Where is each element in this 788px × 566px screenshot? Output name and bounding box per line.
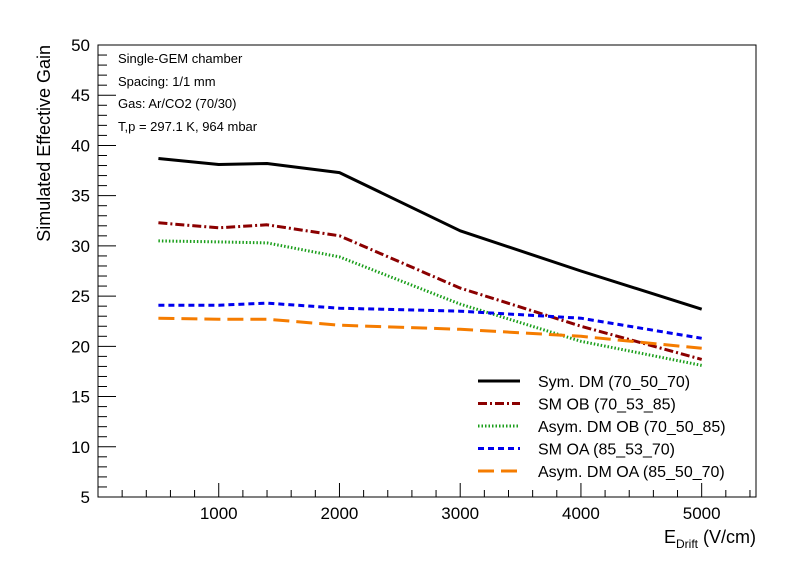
series-line-3 bbox=[158, 239, 702, 367]
y-tick-label: 35 bbox=[71, 187, 90, 206]
annotation-line: T,p = 297.1 K, 964 mbar bbox=[118, 119, 258, 134]
y-tick-label: 15 bbox=[71, 388, 90, 407]
plot-frame bbox=[97, 44, 757, 498]
series-line-5 bbox=[158, 316, 702, 350]
x-axis-label-unit: (V/cm) bbox=[698, 527, 756, 547]
annotation-line: Single-GEM chamber bbox=[118, 51, 243, 66]
y-tick-label: 10 bbox=[71, 438, 90, 457]
x-tick-label: 4000 bbox=[562, 504, 600, 523]
x-tick-label: 5000 bbox=[683, 504, 721, 523]
x-tick-label: 1000 bbox=[200, 504, 238, 523]
series-layer bbox=[158, 157, 703, 367]
y-tick-label: 5 bbox=[81, 488, 90, 507]
series-line-2 bbox=[158, 221, 703, 361]
y-tick-label: 30 bbox=[71, 237, 90, 256]
y-tick-label: 25 bbox=[71, 287, 90, 306]
series-line-1 bbox=[158, 157, 703, 311]
legend: Sym. DM (70_50_70) SM OB (70_53_85) Asym. … bbox=[478, 374, 726, 481]
legend-entry-label: Sym. DM (70_50_70) bbox=[538, 374, 690, 391]
legend-entry-label: SM OB (70_53_85) bbox=[538, 397, 676, 414]
x-axis-label-main: E bbox=[664, 527, 676, 547]
x-axis-label-subscript: Drift bbox=[676, 537, 699, 551]
x-tick-label: 2000 bbox=[321, 504, 359, 523]
x-axis-label: EDrift (V/cm) bbox=[664, 527, 756, 551]
legend-entry-label: Asym. DM OA (85_50_70) bbox=[538, 464, 725, 481]
y-tick-label: 45 bbox=[71, 86, 90, 105]
x-tick-label: 3000 bbox=[441, 504, 479, 523]
y-axis-label: Simulated Effective Gain bbox=[34, 45, 54, 242]
y-tick-label: 50 bbox=[71, 36, 90, 55]
annotation-line: Spacing: 1/1 mm bbox=[118, 74, 216, 89]
y-tick-label: 20 bbox=[71, 337, 90, 356]
legend-entry-label: SM OA (85_53_70) bbox=[538, 442, 675, 459]
series-line-4 bbox=[158, 301, 702, 340]
y-tick-label: 40 bbox=[71, 136, 90, 155]
annotation-line: Gas: Ar/CO2 (70/30) bbox=[118, 96, 237, 111]
annotation-block: Single-GEM chamber Spacing: 1/1 mm Gas: … bbox=[118, 51, 258, 134]
legend-entry-label: Asym. DM OB (70_50_85) bbox=[538, 419, 726, 436]
axes: 1000 2000 3000 4000 5000 5 10 15 20 25 30 35 40 45 50 bbox=[71, 36, 751, 523]
